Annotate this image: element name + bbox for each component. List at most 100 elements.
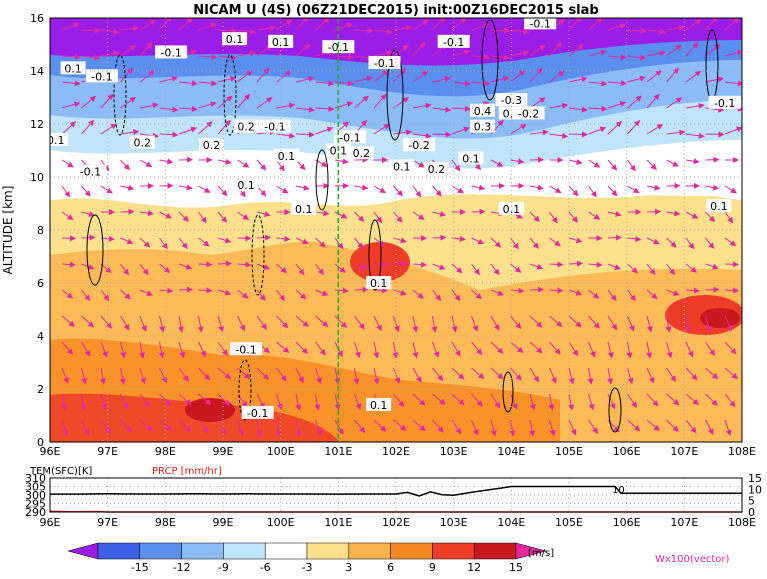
- y-tick-label: 4: [37, 330, 44, 343]
- surface-annotation: 10: [612, 485, 625, 496]
- x-tick-label: 103E: [440, 445, 468, 458]
- y-tick-label: 14: [30, 65, 44, 78]
- contour-label: -0.3: [501, 94, 522, 107]
- colorbar-tick-label: 6: [387, 561, 394, 574]
- surface-x-tick-label: 107E: [670, 516, 698, 529]
- contour-label: -0.1: [91, 70, 112, 83]
- wind-vector: [355, 289, 368, 290]
- y-tick-label: 10: [30, 171, 44, 184]
- colorbar-tick-label: -9: [218, 561, 229, 574]
- surface-x-tick-label: 103E: [440, 516, 468, 529]
- colorbar-swatch: [349, 543, 391, 559]
- contour-label: 0.1: [503, 203, 521, 216]
- colorbar-tick-label: -3: [302, 561, 313, 574]
- contour-label: 0.3: [474, 121, 492, 134]
- colorbar-swatch: [98, 543, 140, 559]
- surface-x-tick-label: 101E: [324, 516, 352, 529]
- contour-label: 0.2: [353, 147, 371, 160]
- wind-vector: [745, 82, 763, 84]
- contour-label: -0.1: [264, 121, 285, 134]
- contour-label: -0.1: [235, 343, 256, 356]
- wind-vector: [745, 56, 763, 58]
- x-tick-label: 99E: [213, 445, 234, 458]
- wind-vector: [706, 134, 724, 135]
- wind-vector: [218, 263, 231, 264]
- wind-vector: [121, 212, 134, 213]
- wind-vector: [472, 212, 485, 213]
- wind-vector: [530, 289, 543, 290]
- colorbar-swatch: [182, 543, 224, 559]
- colorbar-tick-label: 12: [467, 561, 481, 574]
- wind-vector: [550, 264, 563, 265]
- contour-label: 0.1: [226, 33, 244, 46]
- x-tick-label: 105E: [555, 445, 583, 458]
- wind-vector: [745, 160, 758, 163]
- colorbar-unit: [m/s]: [528, 548, 554, 559]
- colorbar-swatch: [307, 543, 349, 559]
- y-tick-label: 8: [37, 224, 44, 237]
- contour-label: -0.2: [518, 107, 539, 120]
- x-tick-label: 108E: [728, 445, 756, 458]
- x-tick-label: 96E: [40, 445, 61, 458]
- x-tick-label: 97E: [97, 445, 118, 458]
- chart-title: NICAM U (4S) (06Z21DEC2015) init:00Z16DE…: [193, 3, 598, 18]
- wind-vector: [745, 263, 758, 264]
- wind-vector: [745, 212, 754, 222]
- contour-label: 0.2: [237, 121, 255, 134]
- wind-vector: [569, 134, 587, 135]
- y-tick-label: 12: [30, 118, 44, 131]
- wind-vector: [62, 238, 75, 239]
- colorbar-swatch: [432, 543, 474, 559]
- contour-label: -0.1: [247, 407, 268, 420]
- wind-vector: [179, 289, 192, 290]
- colorbar-swatch: [391, 543, 433, 559]
- surface-x-tick-label: 98E: [155, 516, 176, 529]
- colorbar-tick-label: -15: [131, 561, 149, 574]
- surface-x-tick-label: 100E: [267, 516, 295, 529]
- contour-label: 0.1: [462, 152, 480, 165]
- surface-x-tick-label: 106E: [613, 516, 641, 529]
- contour-label: -0.1: [339, 131, 360, 144]
- x-tick-label: 100E: [267, 445, 295, 458]
- contour-label: 0.4: [474, 105, 492, 118]
- surface-panel: TEM(SFC)[K] PRCP [mm/hr] 10 310305300295…: [25, 466, 762, 529]
- wind-vector: [745, 394, 753, 408]
- contour-label: -0.1: [374, 57, 395, 70]
- surface-x-tick-label: 102E: [382, 516, 410, 529]
- wind-vector: [706, 289, 719, 290]
- contour-label: 0.1: [370, 399, 388, 412]
- wind-vector: [745, 316, 754, 329]
- wind-vector: [394, 263, 407, 264]
- contour-label: 0.2: [203, 139, 221, 152]
- y-tick-label: 2: [37, 383, 44, 396]
- wind-vector: [745, 186, 754, 196]
- contour-label: 0.2: [134, 137, 152, 150]
- wind-vector: [745, 102, 762, 108]
- colorbar-tick-label: 15: [509, 561, 523, 574]
- warm-core-left: [185, 398, 235, 422]
- contour-label: -0.1: [160, 46, 181, 59]
- wind-vector: [82, 30, 100, 31]
- wind-vector: [725, 264, 738, 265]
- wind-vector: [433, 237, 446, 238]
- wind-vector: [745, 368, 757, 379]
- contour-label: 0.1: [237, 179, 255, 192]
- wind-vector: [608, 237, 621, 238]
- colorbar-tick-label: -6: [260, 561, 271, 574]
- wind-vector: [706, 160, 719, 161]
- contour-label: 0.1: [710, 200, 728, 213]
- y-tick-label: 16: [30, 12, 44, 25]
- colorbar-swatch: [474, 543, 516, 559]
- wind-vector: [433, 134, 451, 135]
- surface-x-tick-label: 108E: [728, 516, 756, 529]
- contour-label: 0.1: [278, 150, 296, 163]
- colorbar-swatch: [223, 543, 265, 559]
- x-tick-label: 102E: [382, 445, 410, 458]
- surface-x-tick-label: 105E: [555, 516, 583, 529]
- y-tick-label: 6: [37, 277, 44, 290]
